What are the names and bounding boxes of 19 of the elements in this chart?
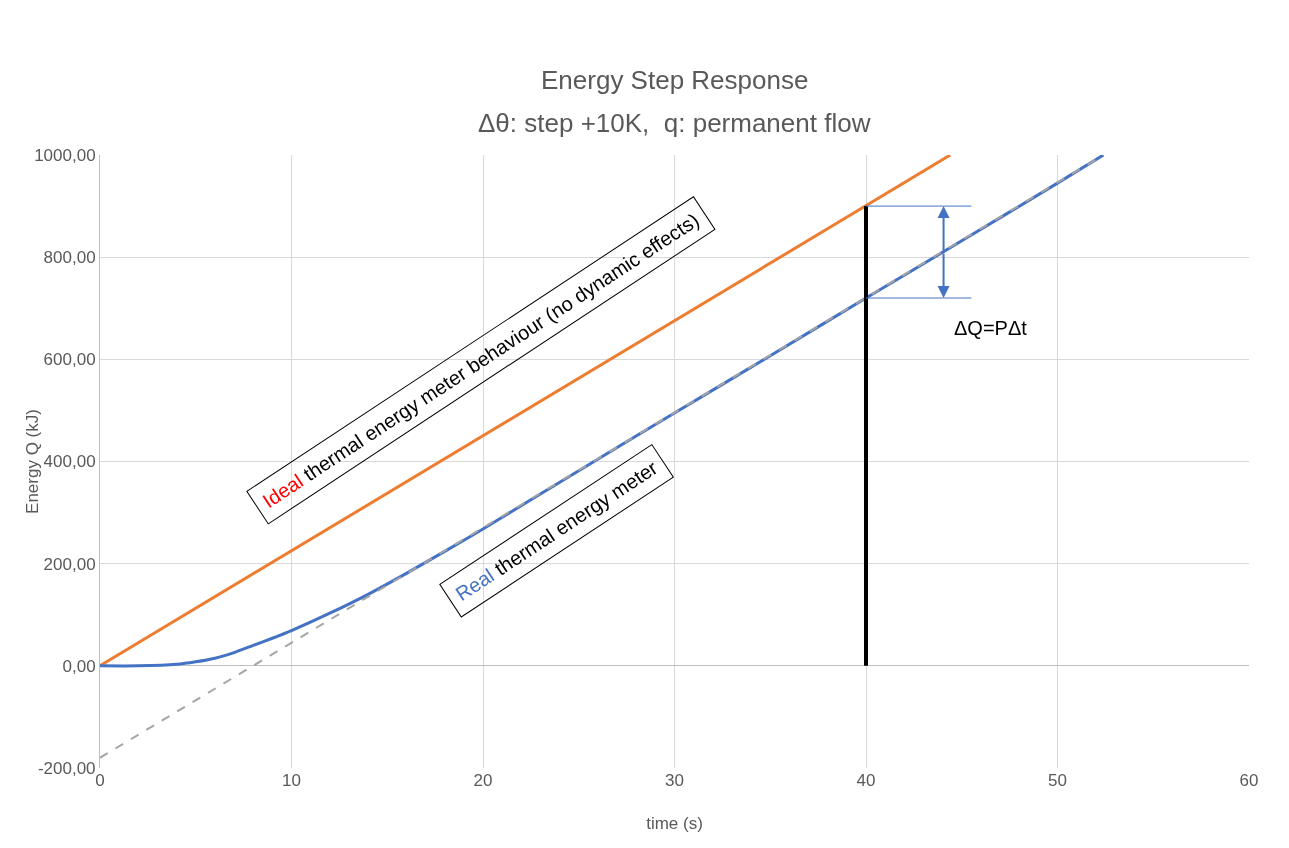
y-tick-label: -200,00 <box>37 758 96 778</box>
x-tick-label: 10 <box>282 771 301 790</box>
x-tick-label: 40 <box>856 771 876 790</box>
x-tick-label: 60 <box>1239 771 1259 790</box>
y-tick-label: 600,00 <box>43 350 96 370</box>
x-tick-label: 20 <box>473 771 493 790</box>
y-tick-label: 400,00 <box>43 452 96 472</box>
chart-title: Energy Step Response <box>541 65 809 95</box>
y-tick-label: 0,00 <box>62 656 96 676</box>
y-tick-label: 800,00 <box>43 248 96 268</box>
x-tick-label: 50 <box>1048 771 1067 790</box>
x-tick-label: 0 <box>95 771 105 790</box>
annotation: ΔQ=PΔt <box>954 317 1028 339</box>
y-tick-label: 1000,00 <box>34 145 96 165</box>
y-axis-title: Energy Q (kJ) <box>22 409 42 514</box>
x-tick-label: 30 <box>665 771 684 790</box>
x-axis-title: time (s) <box>646 814 703 833</box>
chart-subtitle: Δθ: step +10K, q: permanent flow <box>478 108 871 138</box>
y-tick-label: 200,00 <box>43 554 96 574</box>
